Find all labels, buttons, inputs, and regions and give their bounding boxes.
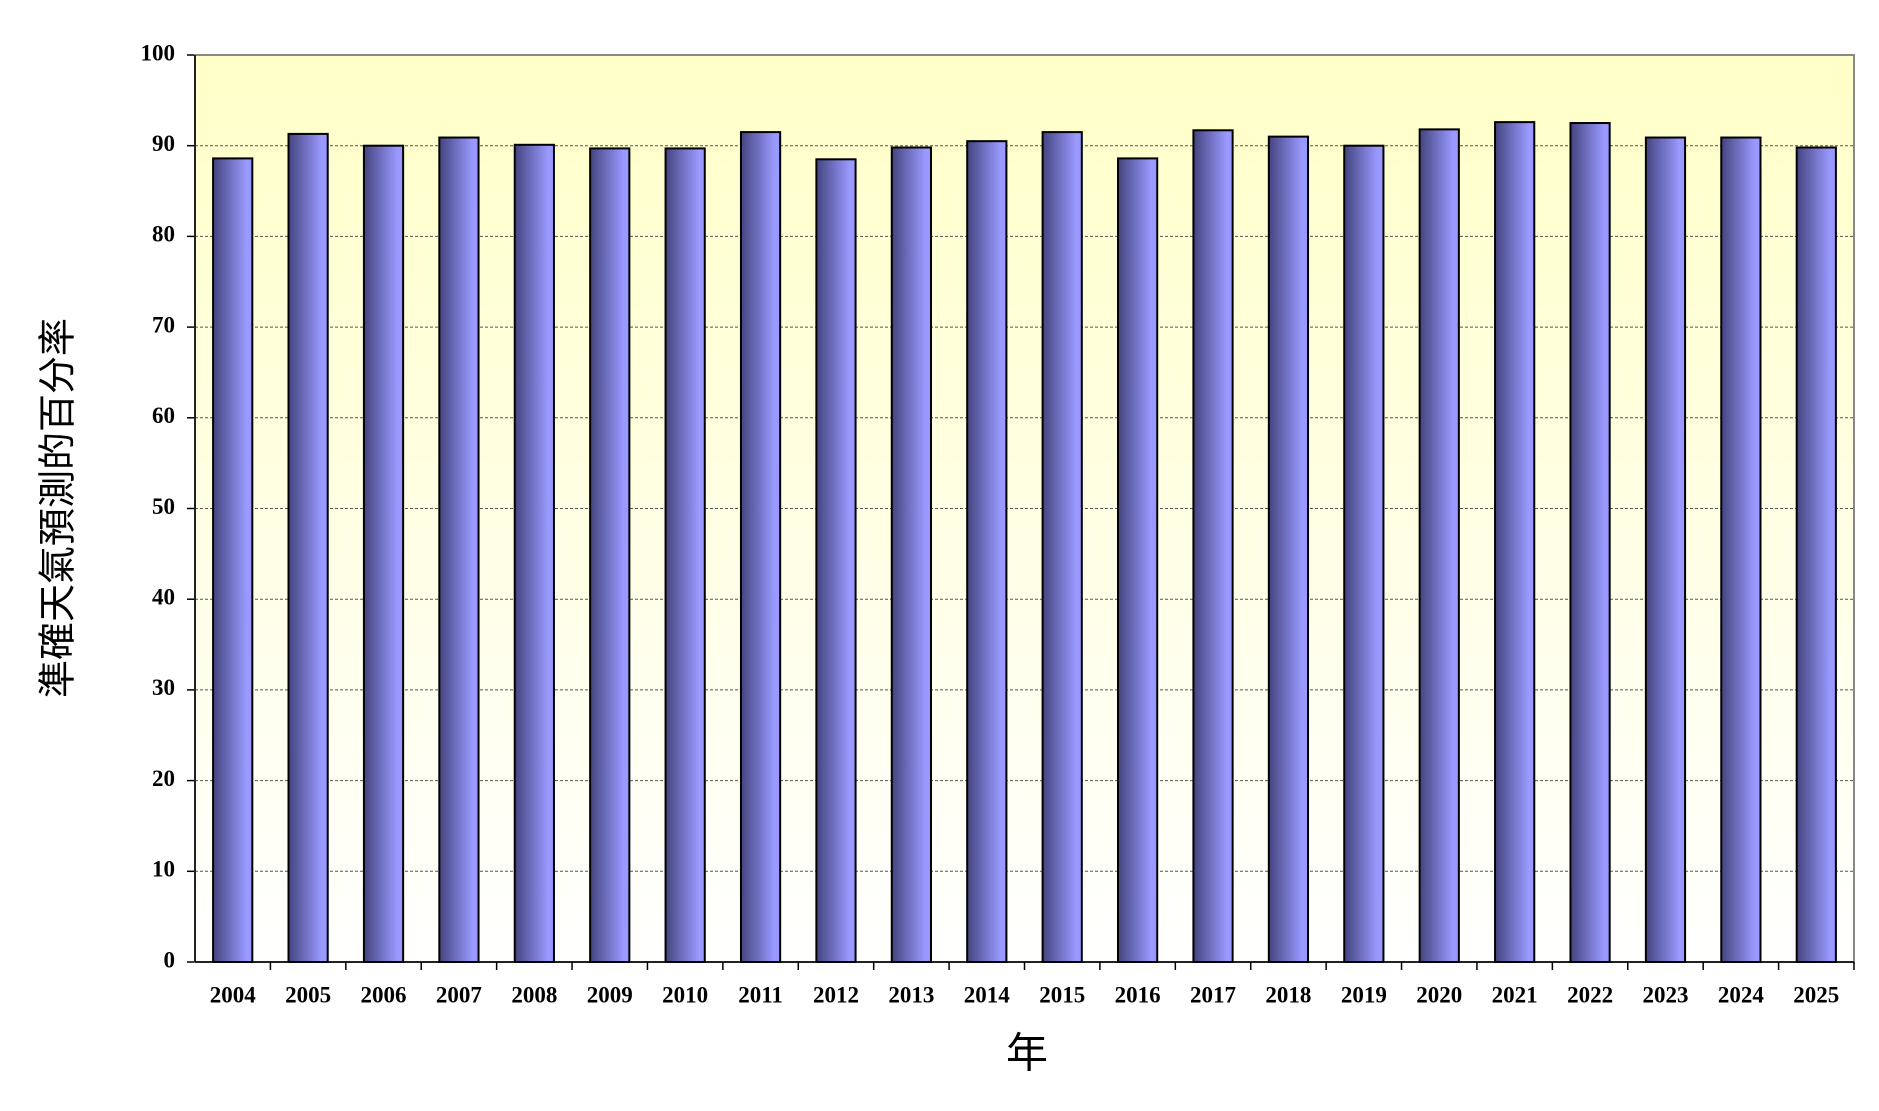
x-tick-label: 2022 xyxy=(1567,982,1613,1007)
bar xyxy=(1041,131,1083,964)
y-tick-label: 80 xyxy=(152,222,175,247)
x-tick-label: 2019 xyxy=(1341,982,1387,1007)
bar xyxy=(362,144,405,963)
y-tick-label: 10 xyxy=(152,857,175,882)
bar xyxy=(438,136,480,964)
x-tick-label: 2010 xyxy=(662,982,708,1007)
x-tick-label: 2004 xyxy=(210,982,257,1007)
bar xyxy=(664,147,706,963)
y-tick-label: 50 xyxy=(152,494,175,519)
x-tick-label: 2025 xyxy=(1793,982,1839,1007)
x-tick-label: 2015 xyxy=(1039,982,1085,1007)
x-tick-label: 2012 xyxy=(813,982,859,1007)
bar xyxy=(1418,128,1460,963)
y-tick-label: 100 xyxy=(141,40,176,65)
x-tick-label: 2023 xyxy=(1642,982,1688,1007)
x-tick-label: 2021 xyxy=(1492,982,1538,1007)
x-axis-label: 年 xyxy=(1006,1031,1048,1078)
y-tick-label: 90 xyxy=(152,131,175,156)
bar xyxy=(287,132,329,963)
y-tick-label: 20 xyxy=(152,766,175,791)
bar xyxy=(1795,146,1837,964)
y-tick-label: 60 xyxy=(152,403,175,428)
x-tick-label: 2011 xyxy=(738,982,783,1007)
bar xyxy=(1117,157,1159,963)
x-tick-label: 2013 xyxy=(888,982,934,1007)
bar xyxy=(1494,121,1536,964)
y-tick-label: 0 xyxy=(164,947,176,972)
x-tick-label: 2016 xyxy=(1115,982,1161,1007)
bar xyxy=(890,146,932,964)
x-tick-label: 2008 xyxy=(511,982,557,1007)
bar xyxy=(739,131,782,964)
x-tick-label: 2014 xyxy=(964,982,1011,1007)
bar xyxy=(1267,135,1310,963)
y-tick-label: 40 xyxy=(152,584,175,609)
bar xyxy=(1720,136,1762,964)
bar xyxy=(1644,136,1687,964)
x-tick-label: 2018 xyxy=(1265,982,1311,1007)
y-tick-label: 30 xyxy=(152,675,175,700)
x-tick-label: 2006 xyxy=(361,982,407,1007)
y-axis-label: 準確天氣預測的百分率 xyxy=(38,318,80,698)
x-tick-label: 2017 xyxy=(1190,982,1236,1007)
x-tick-label: 2009 xyxy=(587,982,633,1007)
bar xyxy=(1569,122,1611,963)
bar xyxy=(1192,129,1234,963)
x-tick-label: 2005 xyxy=(285,982,331,1007)
bar xyxy=(1343,144,1385,963)
bar xyxy=(815,158,857,963)
bar xyxy=(513,143,555,963)
x-tick-label: 2020 xyxy=(1416,982,1462,1007)
bar xyxy=(589,147,631,963)
x-tick-label: 2024 xyxy=(1718,982,1765,1007)
bar xyxy=(212,157,254,963)
y-tick-label: 70 xyxy=(152,312,175,337)
bar xyxy=(966,140,1008,964)
x-tick-label: 2007 xyxy=(436,982,482,1007)
